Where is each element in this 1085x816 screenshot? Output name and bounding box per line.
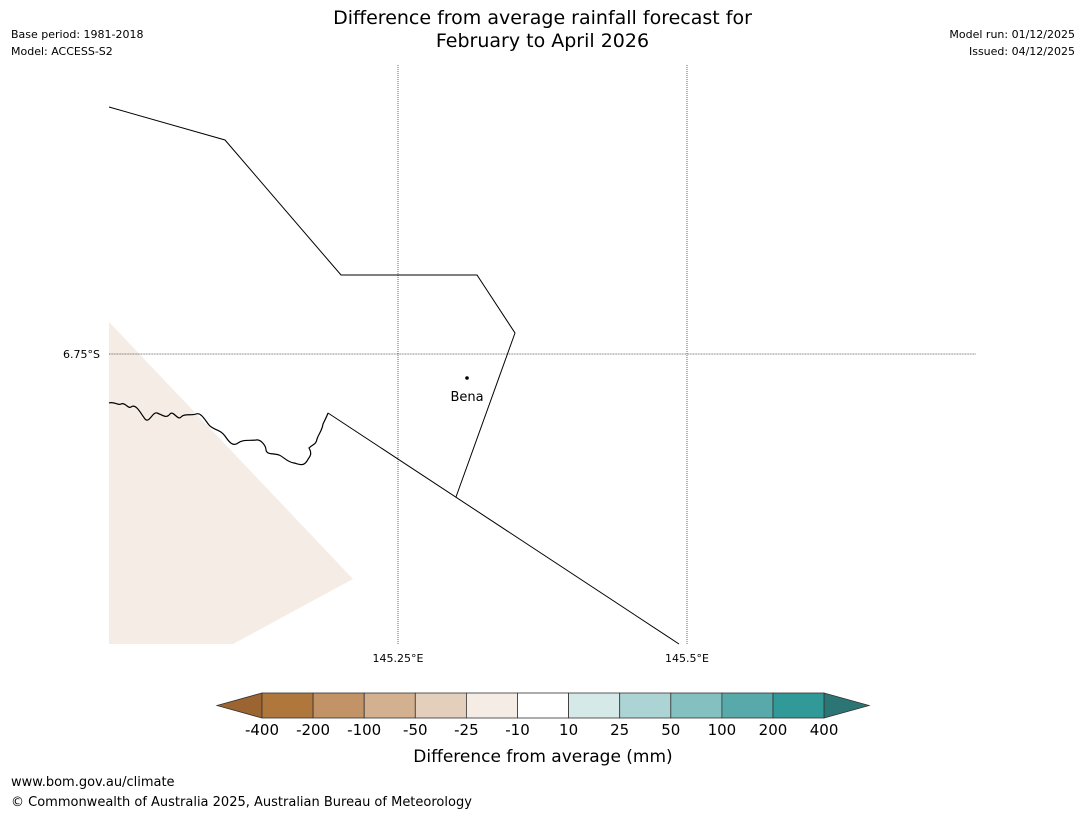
province-boundary [108,106,516,498]
rainfall-shaded-region [109,322,353,644]
province-boundary-south [327,412,680,645]
colorbar-tick-label: 400 [810,721,839,739]
forecast-info-right: Model run: 01/12/2025 Issued: 04/12/2025 [949,26,1075,60]
colorbar-tick-label: -50 [403,721,428,739]
colorbar-segment [772,692,825,719]
latitude-label: 6.75°S [63,348,100,361]
colorbar-segment [568,692,621,719]
river-line [108,401,329,466]
colorbar-segment [670,692,723,719]
bena-label: Bena [450,390,483,405]
colorbar-segment [465,692,518,719]
title-line-1: Difference from average rainfall forecas… [333,7,752,29]
colorbar-extend-low [215,692,263,719]
longitude-label-145-5: 145.5°E [665,652,709,665]
footer-copyright: © Commonwealth of Australia 2025, Austra… [11,795,472,810]
colorbar-segment [721,692,774,719]
colorbar-tick-label: -25 [454,721,479,739]
issued-text: Issued: 04/12/2025 [968,45,1075,58]
colorbar-segment [363,692,416,719]
colorbar-legend: -400 -200 -100 -50 -25 -10 10 25 50 100 200 400 [215,692,871,739]
colorbar-segment [312,692,365,719]
colorbar-extend-high [823,692,871,719]
model-run-text: Model run: 01/12/2025 [949,28,1075,41]
colorbar-tick-label: -100 [347,721,381,739]
colorbar-tick-label: 100 [708,721,737,739]
colorbar-tick-label: 25 [610,721,629,739]
colorbar-segment [261,692,314,719]
footer-url: www.bom.gov.au/climate [11,775,175,790]
longitude-label-145-25: 145.25°E [373,652,424,665]
colorbar-tick-label: 10 [559,721,578,739]
colorbar-segment [619,692,672,719]
bena-location-marker [465,376,469,380]
map-title: Difference from average rainfall forecas… [0,7,1085,53]
title-line-2: February to April 2026 [435,30,650,52]
base-period-text: Base period: 1981-2018 [11,28,144,41]
forecast-info-left: Base period: 1981-2018 Model: ACCESS-S2 [11,26,143,60]
colorbar-segment [414,692,467,719]
colorbar-tick-label: 200 [759,721,788,739]
colorbar-tick-label: -10 [505,721,530,739]
colorbar-title: Difference from average (mm) [413,747,672,767]
colorbar-segment [517,692,569,719]
colorbar-tick-label: 50 [661,721,680,739]
model-text: Model: ACCESS-S2 [11,45,113,58]
colorbar-tick-label: -200 [296,721,330,739]
colorbar-tick-label: -400 [245,721,279,739]
